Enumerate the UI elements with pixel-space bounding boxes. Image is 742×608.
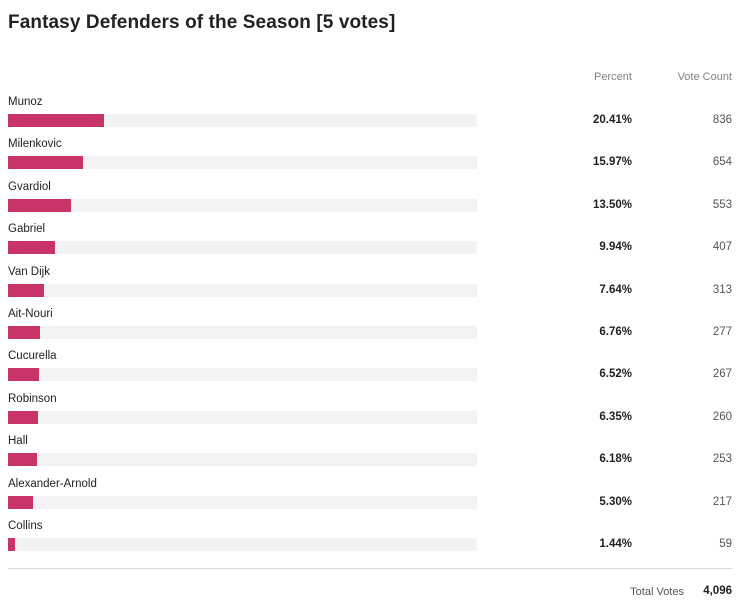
percent-value: 20.41% bbox=[592, 114, 632, 126]
poll-row: Munoz 20.41% 836 bbox=[0, 95, 742, 137]
percent-value: 6.76% bbox=[599, 325, 632, 338]
bar-fill bbox=[8, 495, 33, 509]
bar-track bbox=[8, 156, 477, 170]
vote-count-value: 267 bbox=[712, 368, 732, 381]
option-name: Van Dijk bbox=[8, 265, 50, 278]
vote-count-value: 253 bbox=[712, 453, 732, 466]
option-name: Cucurella bbox=[8, 350, 57, 363]
bar-fill bbox=[8, 241, 55, 255]
percent-value: 5.30% bbox=[599, 495, 632, 508]
vote-count-value: 217 bbox=[712, 495, 732, 508]
vote-count-value: 553 bbox=[712, 198, 732, 211]
percent-value: 6.18% bbox=[599, 453, 632, 466]
divider bbox=[8, 568, 732, 569]
poll-results-list: Munoz 20.41% 836 Milenkovic 15.97% 654 Gvardio… bbox=[0, 95, 742, 561]
percent-value: 6.35% bbox=[599, 410, 632, 423]
bar-track bbox=[8, 114, 477, 127]
bar-fill bbox=[8, 410, 38, 424]
vote-count-value: 313 bbox=[712, 283, 732, 296]
bar-fill bbox=[8, 368, 39, 382]
option-name: Alexander-Arnold bbox=[8, 477, 97, 490]
total-votes-value: 4,096 bbox=[703, 585, 732, 597]
option-name: Milenkovic bbox=[8, 138, 62, 151]
vote-count-column-header: Vote Count bbox=[677, 71, 732, 83]
poll-row: Milenkovic 15.97% 654 bbox=[0, 137, 742, 179]
percent-value: 7.64% bbox=[599, 283, 632, 296]
option-name: Collins bbox=[8, 519, 43, 532]
bar-track bbox=[8, 495, 477, 509]
bar-track bbox=[8, 241, 477, 255]
vote-count-value: 407 bbox=[712, 241, 732, 254]
percent-column-header: Percent bbox=[594, 71, 632, 83]
vote-count-value: 836 bbox=[712, 114, 732, 126]
bar-track bbox=[8, 410, 477, 424]
percent-value: 1.44% bbox=[599, 537, 632, 550]
bar-fill bbox=[8, 198, 72, 212]
option-name: Ait-Nouri bbox=[8, 307, 53, 320]
poll-row: Alexander-Arnold 5.30% 217 bbox=[0, 477, 742, 519]
chart-title: Fantasy Defenders of the Season [5 votes… bbox=[8, 12, 396, 33]
option-name: Gabriel bbox=[8, 223, 46, 236]
option-name: Hall bbox=[8, 435, 28, 448]
percent-value: 9.94% bbox=[599, 241, 632, 254]
bar-fill bbox=[8, 453, 37, 467]
bar-fill bbox=[8, 283, 44, 297]
bar-track bbox=[8, 325, 477, 339]
poll-row: Van Dijk 7.64% 313 bbox=[0, 265, 742, 307]
poll-row: Hall 6.18% 253 bbox=[0, 434, 742, 476]
vote-count-value: 59 bbox=[719, 537, 732, 550]
percent-value: 15.97% bbox=[592, 156, 632, 169]
poll-row: Robinson 6.35% 260 bbox=[0, 392, 742, 434]
bar-track bbox=[8, 198, 477, 212]
bar-fill bbox=[8, 537, 15, 551]
poll-row: Ait-Nouri 6.76% 277 bbox=[0, 307, 742, 349]
bar-track bbox=[8, 368, 477, 382]
percent-value: 13.50% bbox=[592, 198, 632, 211]
total-votes-label: Total Votes bbox=[630, 586, 684, 598]
option-name: Munoz bbox=[8, 96, 43, 108]
poll-row: Gvardiol 13.50% 553 bbox=[0, 180, 742, 222]
vote-count-value: 260 bbox=[712, 410, 732, 423]
vote-count-value: 654 bbox=[712, 156, 732, 169]
bar-track bbox=[8, 283, 477, 297]
bar-fill bbox=[8, 114, 104, 127]
bar-fill bbox=[8, 325, 40, 339]
option-name: Robinson bbox=[8, 392, 57, 405]
vote-count-value: 277 bbox=[712, 325, 732, 338]
poll-row: Collins 1.44% 59 bbox=[0, 519, 742, 561]
bar-track bbox=[8, 453, 477, 467]
poll-row: Cucurella 6.52% 267 bbox=[0, 349, 742, 391]
bar-fill bbox=[8, 156, 83, 170]
option-name: Gvardiol bbox=[8, 180, 51, 193]
bar-track bbox=[8, 537, 477, 551]
poll-row: Gabriel 9.94% 407 bbox=[0, 222, 742, 264]
percent-value: 6.52% bbox=[599, 368, 632, 381]
